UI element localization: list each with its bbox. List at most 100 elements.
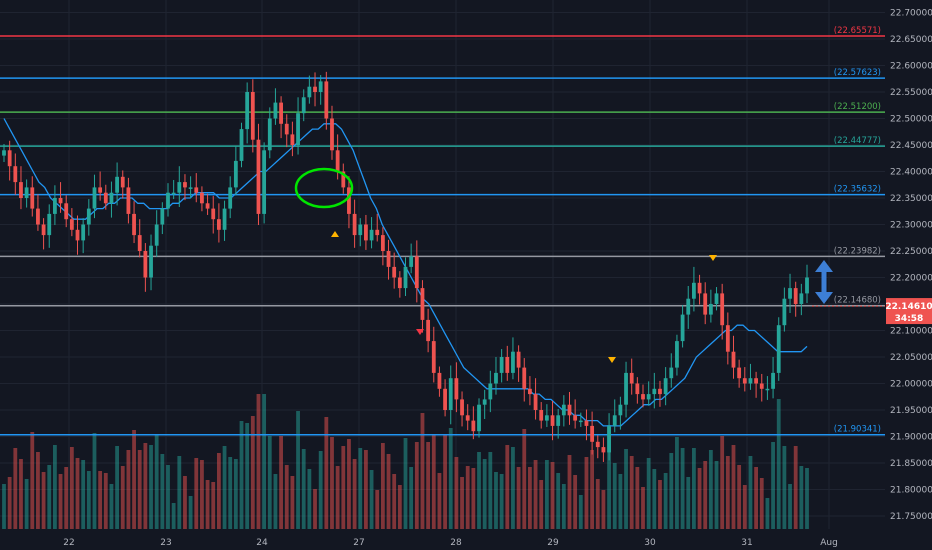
candle-body: [380, 235, 385, 251]
candle: [663, 367, 668, 406]
volume-bar: [550, 462, 555, 529]
level-label: (22.35632): [834, 185, 881, 195]
candle: [437, 366, 442, 397]
candle-body: [109, 192, 114, 204]
candle: [188, 176, 193, 199]
volume-bar: [765, 498, 770, 529]
price-tick-label: 22.25000: [890, 247, 932, 257]
candle-body: [675, 341, 679, 368]
level-line[interactable]: (22.14680): [0, 296, 885, 307]
candle: [488, 370, 493, 413]
candle-body: [103, 192, 108, 204]
candle: [635, 377, 640, 404]
volume-bar: [143, 443, 148, 529]
volume-bar: [341, 446, 346, 529]
candle-body: [731, 351, 736, 368]
volume-bar: [149, 445, 153, 529]
candle-body: [205, 203, 210, 209]
horizontal-levels[interactable]: (22.65571) (22.57623) (22.51200) (22.44777)…: [0, 26, 885, 436]
candle: [522, 358, 527, 402]
candle: [516, 345, 521, 382]
candle: [64, 195, 69, 228]
candle: [765, 376, 770, 400]
time-axis[interactable]: 22 23 24 27 28 29 30 31 Aug: [63, 538, 838, 548]
candle-body: [737, 367, 742, 379]
down-marker-icon: [709, 255, 717, 261]
volume-bar: [511, 447, 515, 529]
volume-bar: [443, 435, 447, 529]
candle-body: [595, 441, 600, 448]
volume-bar: [692, 448, 696, 529]
candle-body: [697, 282, 702, 294]
volume-bar: [771, 442, 775, 529]
level-line[interactable]: (22.65571): [0, 26, 885, 37]
candle-body: [177, 182, 182, 193]
candle-body: [414, 256, 419, 289]
candle: [539, 402, 544, 429]
candle: [680, 305, 685, 348]
candle-body: [494, 372, 498, 384]
level-line[interactable]: (21.90341): [0, 425, 885, 436]
volume-bar: [618, 474, 623, 529]
candle-body: [477, 404, 481, 432]
candle-body: [539, 410, 544, 421]
level-line[interactable]: (22.51200): [0, 102, 885, 113]
volume-bar: [629, 456, 634, 529]
candle-body: [703, 293, 708, 315]
volume-bar: [375, 490, 380, 529]
candle: [386, 239, 391, 280]
candle-body: [573, 415, 578, 421]
volume-bar: [641, 487, 645, 529]
candle-body: [488, 383, 493, 400]
volume-bar: [177, 456, 182, 529]
candle: [81, 218, 86, 254]
price-axis-background: [885, 0, 932, 550]
volume-bar: [703, 461, 708, 529]
volume-bar: [799, 466, 804, 529]
candle: [24, 179, 29, 208]
candle: [211, 195, 216, 234]
volume-bar: [635, 467, 640, 529]
candle-body: [347, 187, 351, 214]
candle: [448, 365, 453, 425]
candle-body: [81, 224, 86, 241]
candle-body: [409, 256, 414, 267]
candle-body: [245, 92, 250, 130]
volume-bar: [556, 473, 561, 529]
candle: [409, 243, 414, 274]
candle-body: [454, 378, 459, 400]
level-line[interactable]: (22.35632): [0, 185, 885, 196]
candle: [58, 182, 63, 213]
candle-body: [41, 224, 46, 236]
volume-bar: [431, 435, 436, 529]
volume-bar: [380, 443, 385, 529]
volume-bar: [477, 452, 481, 529]
candle-body: [776, 325, 781, 373]
price-tick-label: 22.30000: [890, 221, 932, 231]
level-line[interactable]: (22.23982): [0, 246, 885, 258]
price-axis[interactable]: 22.70000 22.65000 22.60000 22.55000 22.50000…: [885, 0, 932, 550]
candle: [788, 273, 792, 314]
level-line[interactable]: (22.57623): [0, 68, 885, 79]
candle: [624, 361, 628, 418]
volume-bar: [561, 484, 566, 529]
volume-bar: [30, 432, 35, 529]
price-tick-label: 22.40000: [890, 168, 932, 178]
volume-bar: [403, 438, 408, 529]
candle: [256, 123, 261, 226]
price-tick-label: 22.05000: [890, 353, 932, 363]
candle-body: [754, 378, 759, 384]
volume-bar: [731, 445, 736, 529]
candle: [590, 411, 595, 455]
level-label: (22.57623): [834, 68, 881, 78]
candle-body: [273, 102, 278, 119]
volume-bar: [301, 449, 306, 529]
level-line[interactable]: (22.44777): [0, 136, 885, 147]
candle: [471, 406, 476, 440]
volume-bar: [256, 394, 261, 529]
candle-body: [742, 378, 747, 384]
candle: [92, 174, 97, 219]
candle-body: [392, 266, 397, 278]
candle-body: [250, 92, 255, 140]
